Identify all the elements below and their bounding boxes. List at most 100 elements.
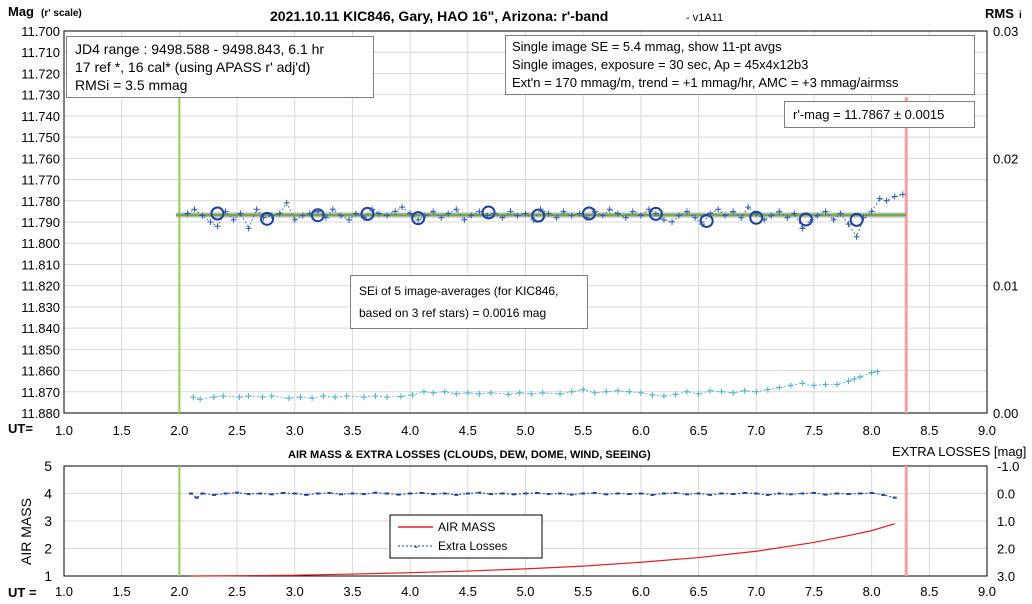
check-point — [372, 393, 379, 400]
main-ytick-label: 11.770 — [21, 173, 60, 188]
target-point — [753, 210, 760, 217]
sub-xtick-label: 5.0 — [516, 584, 534, 599]
legend-extra-marker: - — [414, 539, 418, 553]
check-point — [464, 389, 471, 396]
check-point — [505, 391, 512, 398]
sub-xtick-label: 2.5 — [228, 584, 246, 599]
target-point — [576, 210, 583, 217]
check-point — [420, 388, 427, 395]
main-ytick-label: 11.800 — [21, 236, 60, 251]
target-point — [738, 214, 745, 221]
target-point — [876, 195, 883, 202]
target-point — [253, 206, 260, 213]
main-title: 2021.10.11 KIC846, Gary, HAO 16", Arizon… — [270, 8, 608, 24]
check-point — [343, 393, 350, 400]
target-point — [407, 210, 414, 217]
target-point — [822, 208, 829, 215]
target-point — [652, 210, 659, 217]
target-point — [530, 216, 537, 223]
target-point — [622, 214, 629, 221]
main-ytick-label: 11.730 — [21, 88, 60, 103]
check-point — [851, 376, 858, 383]
check-point — [441, 388, 448, 395]
target-point — [845, 221, 852, 228]
target-point — [807, 219, 814, 225]
target-point — [745, 204, 752, 211]
check-point — [285, 395, 292, 402]
main-xtick-label: 1.0 — [55, 423, 73, 438]
target-point — [684, 208, 691, 215]
main-xtick-label: 2.5 — [228, 423, 246, 438]
target-point — [669, 219, 676, 225]
sub-xtick-label: 8.0 — [863, 584, 881, 599]
main-xtick-label: 5.0 — [516, 423, 534, 438]
target-point — [384, 212, 391, 219]
main-xtick-label: 4.5 — [459, 423, 477, 438]
target-point — [699, 221, 706, 228]
check-point — [360, 394, 367, 401]
target-point — [415, 216, 422, 223]
sub-legend: AIR MASS - Extra Losses — [389, 514, 543, 559]
check-point — [236, 394, 243, 401]
check-point — [259, 394, 266, 401]
avg-point — [210, 206, 225, 221]
main-ytick-label: 11.880 — [21, 406, 60, 421]
check-point — [580, 386, 587, 393]
target-point — [799, 225, 806, 232]
sub-y2tick-label: 1.0 — [997, 514, 1015, 529]
main-xtick-label: 6.5 — [690, 423, 708, 438]
sub-ytick-label: 3 — [44, 513, 52, 529]
check-point — [245, 393, 252, 400]
target-point — [291, 216, 298, 223]
main-y2tick-label: 0.03 — [993, 24, 1018, 39]
sub-ytick-label: 1 — [44, 568, 52, 584]
result-text: r'-mag = 11.7867 ± 0.0015 — [793, 107, 945, 122]
target-point — [537, 206, 544, 213]
target-point — [352, 210, 359, 217]
check-point — [764, 386, 771, 393]
main-xtick-label: 3.0 — [286, 423, 304, 438]
main-ylabel-sub: (r' scale) — [41, 8, 82, 19]
check-point — [822, 381, 829, 388]
target-point — [776, 208, 783, 215]
check-point — [834, 381, 841, 388]
airmass-line — [190, 523, 895, 577]
target-point — [268, 212, 275, 219]
info-left-line-2: 17 ref *, 16 cal* (using APASS r' adj'd) — [75, 59, 311, 75]
target-point — [245, 225, 252, 232]
target-point — [730, 208, 737, 215]
target-point — [360, 214, 367, 221]
target-point — [899, 191, 906, 198]
target-point — [329, 206, 336, 213]
check-point — [557, 390, 564, 397]
main-ytick-label: 11.750 — [21, 130, 60, 145]
main-xtick-label: 7.5 — [805, 423, 823, 438]
main-ytick-label: 11.700 — [21, 24, 60, 39]
target-point — [614, 210, 621, 217]
sub-y2label: EXTRA LOSSES [mag] — [892, 444, 1026, 459]
target-point — [491, 210, 498, 217]
target-point — [868, 208, 875, 215]
target-point — [222, 208, 229, 215]
sub-y2tick-label: -1.0 — [997, 459, 1019, 474]
check-point — [397, 393, 404, 400]
check-point — [741, 387, 748, 394]
main-y2label: RMS — [985, 6, 1014, 21]
main-ytick-label: 11.860 — [21, 364, 60, 379]
main-ytick-label: 11.870 — [21, 385, 60, 400]
check-point — [430, 389, 437, 396]
target-point — [599, 212, 606, 219]
main-ytick-label: 11.820 — [21, 279, 60, 294]
main-ytick-label: 11.710 — [21, 45, 60, 60]
check-point — [453, 390, 460, 397]
main-y2tick-label: 0.00 — [993, 406, 1018, 421]
target-point — [484, 212, 491, 219]
check-point — [787, 382, 794, 389]
check-point — [799, 380, 806, 387]
sei-line-2: based on 3 ref stars) = 0.0016 mag — [359, 306, 547, 320]
check-point — [409, 391, 416, 398]
main-ytick-label: 11.810 — [21, 257, 60, 272]
target-point — [553, 214, 560, 221]
main-xtick-label: 3.5 — [343, 423, 361, 438]
check-point — [660, 393, 667, 400]
